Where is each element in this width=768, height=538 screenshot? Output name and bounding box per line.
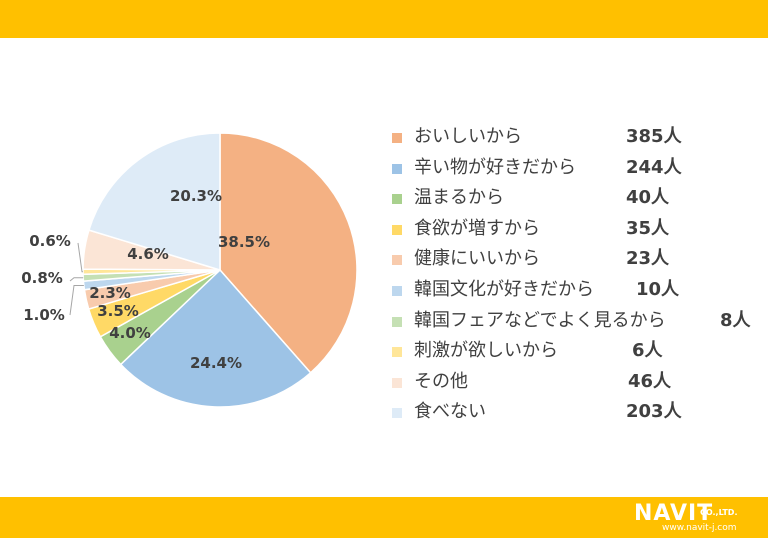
legend-swatch [392, 163, 402, 174]
legend-swatch [392, 224, 402, 235]
pie-slice [87, 132, 221, 272]
slice-label: 4.0% [109, 324, 151, 342]
legend-label: 刺激が欲しいから [414, 340, 558, 362]
leader-line [69, 277, 84, 282]
legend-count: 203人 [626, 401, 682, 423]
legend-count: 385人 [626, 126, 682, 147]
legend-swatch [392, 285, 402, 296]
legend-count: 244人 [626, 156, 682, 178]
legend-label: 食欲が増すから [414, 217, 540, 239]
legend-label: 食べない [414, 401, 486, 423]
pie-slice [219, 132, 358, 374]
legend-swatch [392, 133, 402, 143]
legend-label: 韓国文化が好きだから [414, 278, 594, 300]
slice-label: 0.6% [29, 232, 71, 250]
slice-label: 1.0% [23, 306, 65, 324]
slice-label: 24.4% [190, 354, 242, 372]
legend-label: 健康にいいから [414, 248, 540, 270]
leader-line [69, 284, 84, 316]
legend-label: 韓国フェアなどでよく見るから [414, 309, 666, 331]
bottom-band [0, 497, 768, 538]
logo-sub: CO.,LTD. [700, 508, 738, 517]
legend-label: おいしいから [414, 126, 522, 147]
slice-label: 0.8% [21, 269, 63, 287]
slice-label: 38.5% [218, 233, 270, 251]
pie-slice [119, 268, 312, 408]
legend-count: 23人 [626, 248, 670, 270]
legend-label: 温まるから [414, 187, 504, 209]
slice-label: 2.3% [89, 284, 131, 302]
legend-count: 35人 [626, 217, 670, 239]
pie-chart: 38.5% 24.4% 4.0% 3.5%2.3% 1.0% 0.8% 0.6% 4.6% 20… [21, 132, 358, 408]
slice-label: 20.3% [170, 187, 222, 205]
logo-url: www.navit-j.com [662, 523, 737, 533]
navit-logo: NAVIT CO.,LTD. www.navit-j.com [634, 501, 762, 535]
slice-label: 4.6% [127, 245, 169, 263]
legend-swatch [392, 316, 402, 327]
legend-swatch [392, 408, 402, 419]
legend-swatch [392, 377, 402, 388]
slice-label: 3.5% [97, 302, 139, 320]
legend-count: 10人 [636, 278, 680, 300]
leader-line [77, 242, 84, 273]
legend-label: その他 [414, 370, 468, 392]
legend-count: 6人 [632, 340, 663, 362]
legend-swatch [392, 194, 402, 205]
legend-swatch [392, 347, 402, 358]
legend-label: 辛い物が好きだから [414, 156, 576, 178]
legend-count: 46人 [628, 370, 672, 392]
legend-swatch [392, 255, 402, 266]
logo-main: NAVIT [634, 501, 714, 526]
legend-count: 40人 [626, 187, 670, 209]
top-band [0, 0, 768, 38]
legend-count: 8人 [720, 309, 751, 331]
